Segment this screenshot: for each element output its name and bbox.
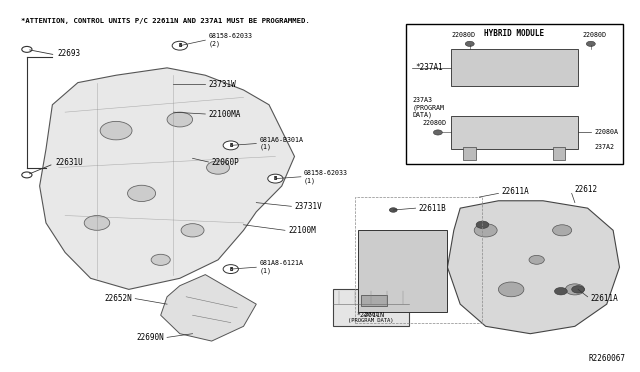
- Text: 22612: 22612: [575, 185, 598, 194]
- Text: 22611B: 22611B: [419, 203, 447, 213]
- Polygon shape: [447, 201, 620, 334]
- Text: *237A1: *237A1: [415, 63, 444, 72]
- Circle shape: [552, 225, 572, 236]
- Circle shape: [268, 174, 283, 183]
- Bar: [463, 147, 476, 160]
- Bar: [362, 295, 387, 306]
- Text: 237A2: 237A2: [594, 144, 614, 150]
- Text: 23731V: 23731V: [294, 202, 323, 211]
- Text: 237A3
(PROGRAM
DATA): 237A3 (PROGRAM DATA): [412, 97, 444, 118]
- Circle shape: [474, 224, 497, 237]
- Text: *ATTENTION, CONTROL UNITS P/C 22611N AND 237A1 MUST BE PROGRAMMED.: *ATTENTION, CONTROL UNITS P/C 22611N AND…: [20, 18, 309, 24]
- Circle shape: [390, 208, 397, 212]
- Circle shape: [172, 41, 188, 50]
- Text: B: B: [178, 43, 181, 48]
- Text: B: B: [229, 143, 232, 148]
- Circle shape: [22, 46, 32, 52]
- Circle shape: [127, 185, 156, 202]
- Circle shape: [554, 288, 567, 295]
- Circle shape: [100, 121, 132, 140]
- Text: R2260067: R2260067: [589, 354, 626, 363]
- Text: 22611A: 22611A: [591, 294, 619, 303]
- Circle shape: [151, 254, 170, 265]
- Text: B: B: [229, 267, 232, 272]
- Circle shape: [84, 215, 109, 230]
- Text: 22060P: 22060P: [212, 157, 239, 167]
- Circle shape: [181, 224, 204, 237]
- Circle shape: [465, 41, 474, 46]
- Circle shape: [22, 172, 32, 178]
- Circle shape: [586, 41, 595, 46]
- Text: B: B: [274, 176, 277, 181]
- Text: HYBRID MODULE: HYBRID MODULE: [484, 29, 545, 38]
- Bar: [451, 116, 578, 149]
- Bar: [333, 289, 409, 326]
- Circle shape: [167, 112, 193, 127]
- Circle shape: [529, 256, 544, 264]
- Text: 22080D: 22080D: [451, 32, 476, 38]
- Circle shape: [207, 161, 230, 174]
- Circle shape: [476, 221, 489, 228]
- Text: 08158-62033
(2): 08158-62033 (2): [209, 33, 253, 47]
- Circle shape: [433, 130, 442, 135]
- Bar: [358, 230, 447, 311]
- Bar: [552, 147, 565, 160]
- Text: 22080D: 22080D: [582, 32, 606, 38]
- Circle shape: [223, 141, 239, 150]
- Circle shape: [499, 282, 524, 297]
- Bar: [406, 23, 623, 164]
- Circle shape: [572, 286, 584, 293]
- Text: 22080D: 22080D: [422, 120, 447, 126]
- Text: 22693: 22693: [58, 49, 81, 58]
- Text: 22100MA: 22100MA: [209, 109, 241, 119]
- Text: 22080A: 22080A: [594, 129, 618, 135]
- Text: 22100M: 22100M: [288, 226, 316, 235]
- Bar: [355, 197, 483, 323]
- Text: 081A6-B301A
(1): 081A6-B301A (1): [259, 137, 303, 150]
- Text: 22652N: 22652N: [104, 294, 132, 303]
- Text: 23701
(PROGRAM DATA): 23701 (PROGRAM DATA): [348, 312, 394, 323]
- Text: *22611N: *22611N: [357, 312, 385, 318]
- Bar: [451, 49, 578, 86]
- Circle shape: [565, 284, 584, 295]
- Polygon shape: [161, 275, 256, 341]
- Text: 22611A: 22611A: [502, 187, 529, 196]
- Text: 08158-62033
(1): 08158-62033 (1): [304, 170, 348, 183]
- Text: 081A8-6121A
(1): 081A8-6121A (1): [259, 260, 303, 274]
- Text: 22631U: 22631U: [56, 157, 83, 167]
- Text: 23731W: 23731W: [209, 80, 236, 89]
- Circle shape: [223, 264, 239, 273]
- Polygon shape: [40, 68, 294, 289]
- Text: 22690N: 22690N: [136, 333, 164, 342]
